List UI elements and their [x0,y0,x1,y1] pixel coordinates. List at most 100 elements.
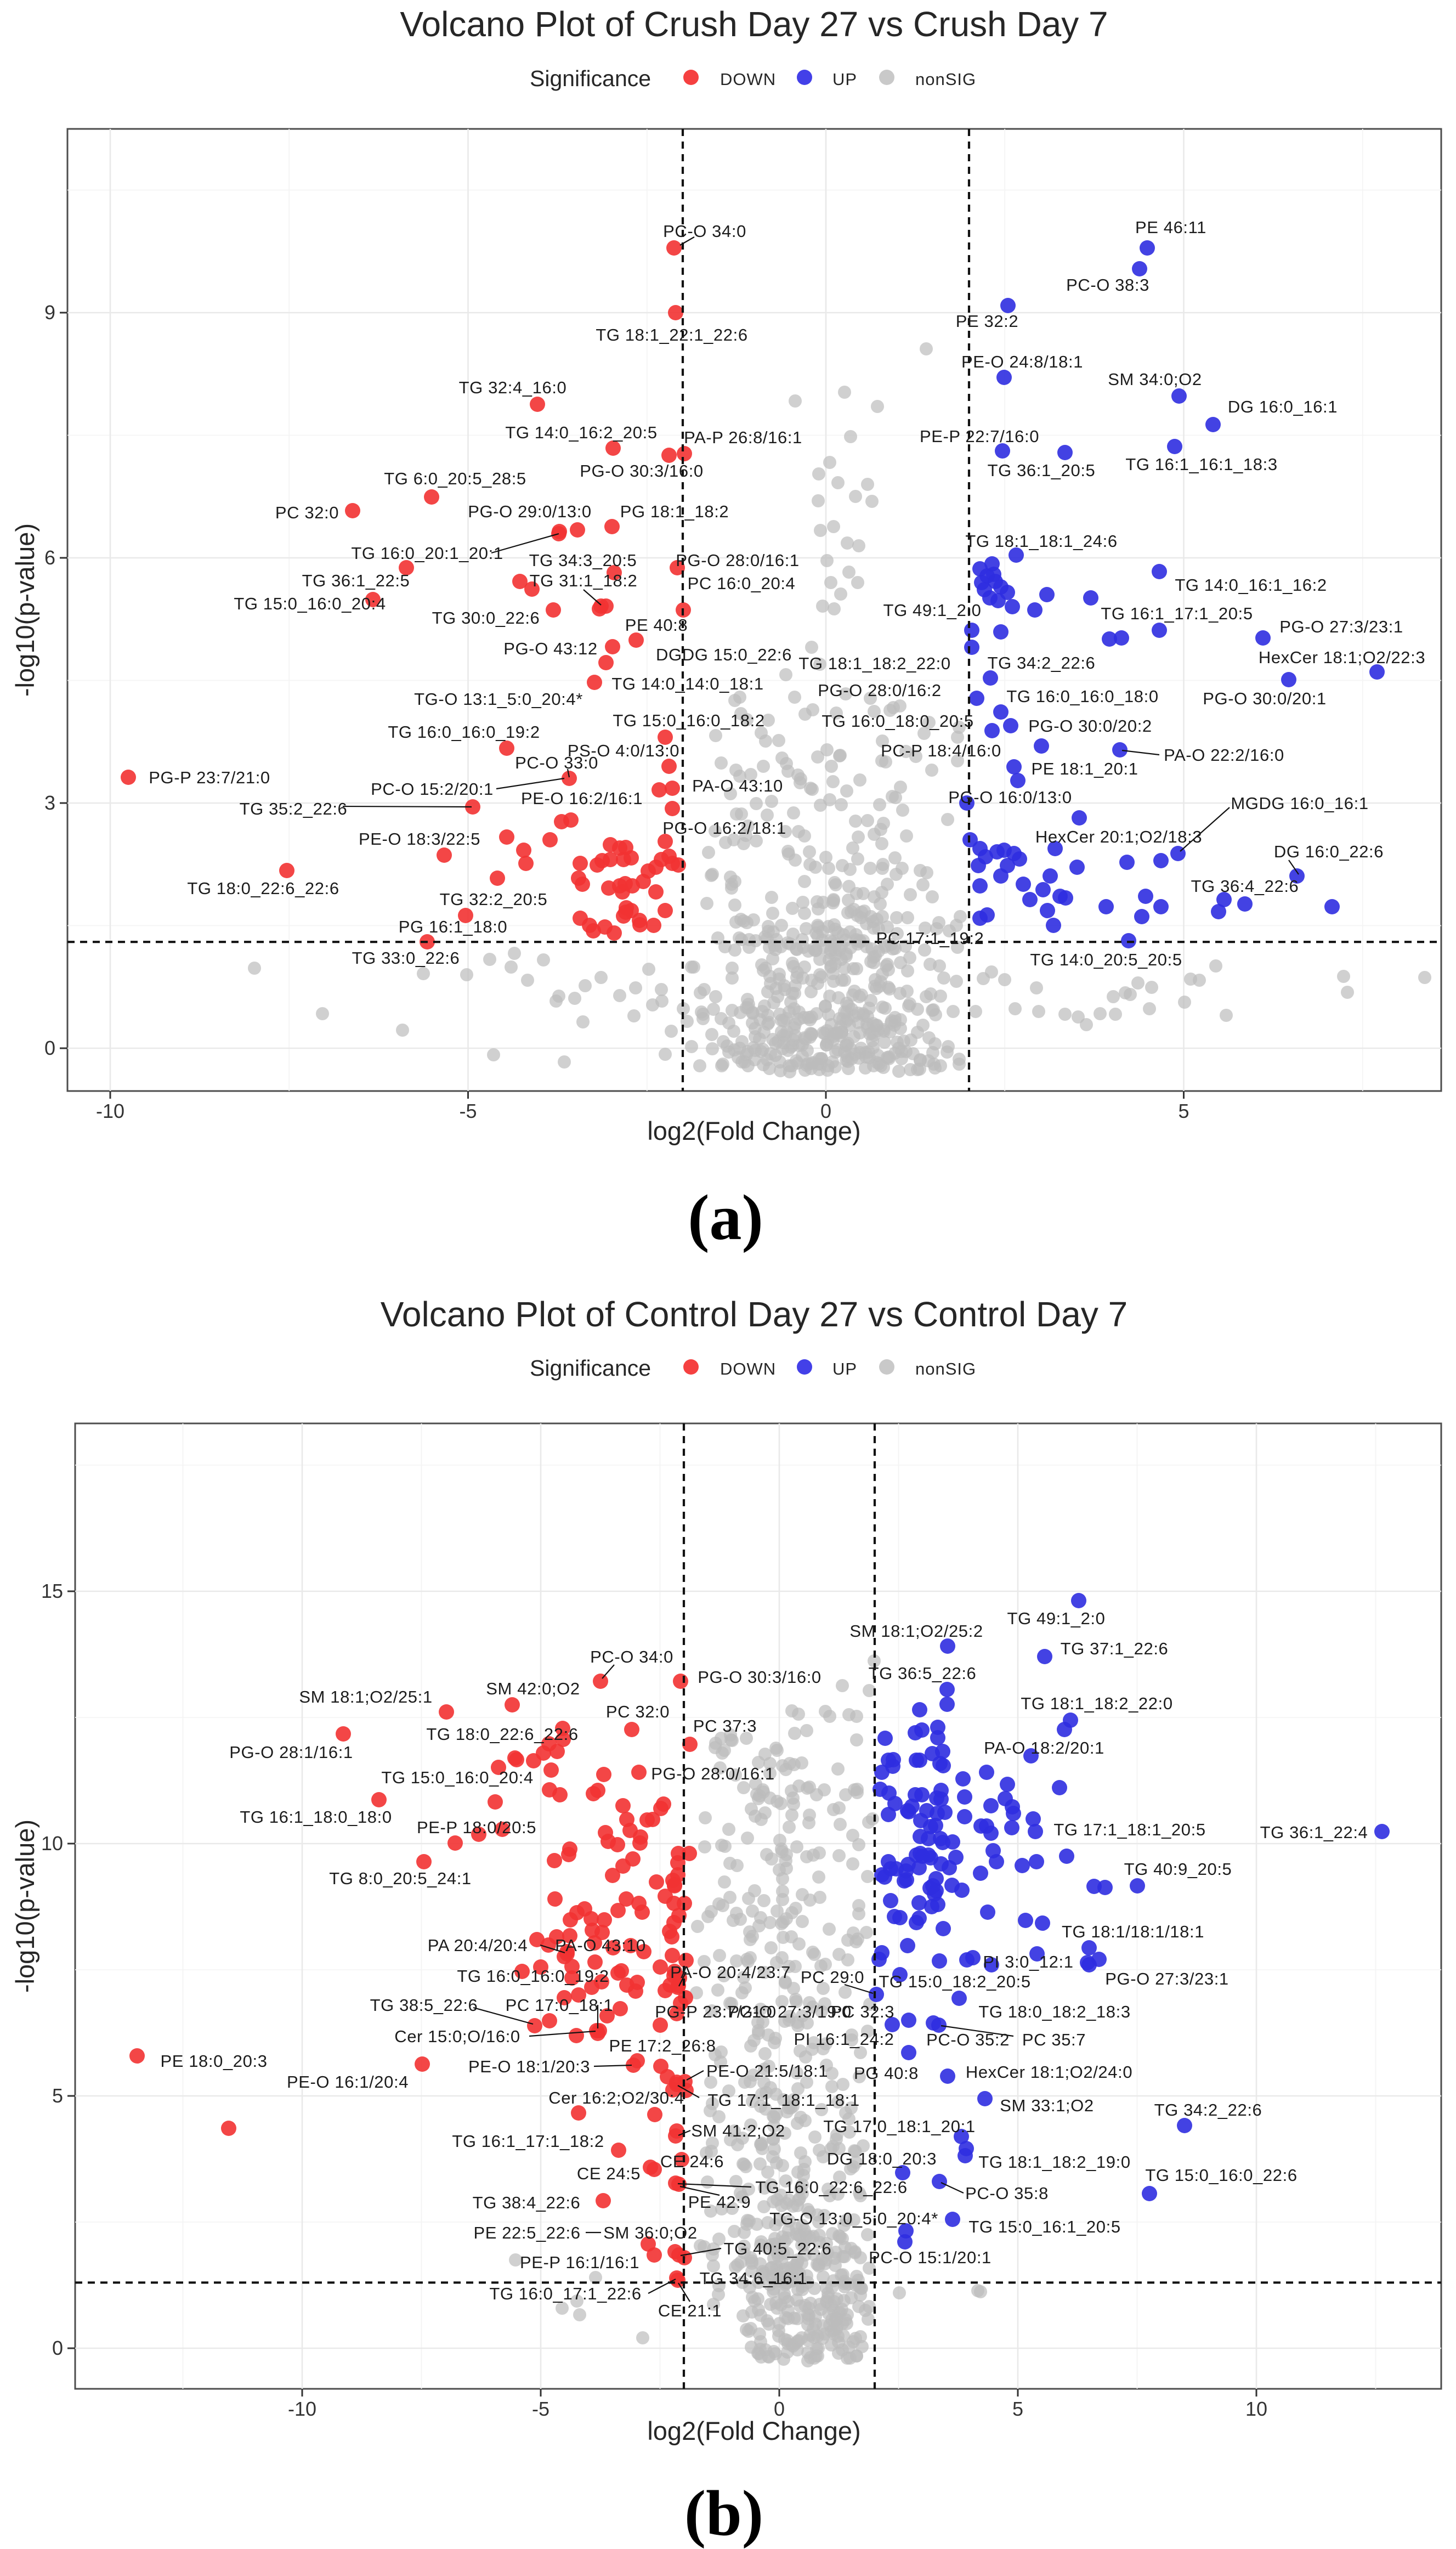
svg-text:PE 40:8: PE 40:8 [625,615,688,635]
svg-text:PC 29:0: PC 29:0 [801,1968,864,1987]
svg-text:PE 18:1_20:1: PE 18:1_20:1 [1031,759,1138,778]
svg-text:PG-P 23:7/21:0: PG-P 23:7/21:0 [655,2002,777,2021]
svg-text:PG-O 30:3/16:0: PG-O 30:3/16:0 [698,1668,822,1687]
svg-text:0: 0 [820,1100,831,1122]
svg-text:PA-O 43:10: PA-O 43:10 [555,1936,646,1955]
svg-text:TG 36:1_22:4: TG 36:1_22:4 [1260,1823,1368,1842]
svg-text:DGDG 15:0_22:6: DGDG 15:0_22:6 [656,645,792,664]
svg-text:PE 22:5_22:6: PE 22:5_22:6 [473,2223,580,2242]
svg-text:PC 32:0: PC 32:0 [275,503,339,522]
svg-text:PG-O 28:0/16:1: PG-O 28:0/16:1 [676,551,800,570]
svg-text:5: 5 [52,2084,63,2107]
svg-text:TG 18:1_18:1_24:6: TG 18:1_18:1_24:6 [965,532,1117,551]
svg-text:10: 10 [1245,2398,1267,2420]
svg-text:SM 18:1;O2/25:2: SM 18:1;O2/25:2 [849,1621,983,1641]
svg-text:PG-P 23:7/21:0: PG-P 23:7/21:0 [149,768,270,787]
svg-text:TG-O 13:0_5:0_20:4*: TG-O 13:0_5:0_20:4* [769,2209,938,2228]
svg-text:PG-O 28:0/16:2: PG-O 28:0/16:2 [818,681,942,700]
svg-text:SM 41:2;O2: SM 41:2;O2 [691,2121,785,2140]
svg-text:TG 18:1_18:2_22:0: TG 18:1_18:2_22:0 [1021,1694,1172,1713]
svg-text:PC-O 34:0: PC-O 34:0 [663,222,746,241]
svg-text:TG 36:4_22:6: TG 36:4_22:6 [1191,877,1299,896]
svg-text:DG 18:0_20:3: DG 18:0_20:3 [827,2149,937,2168]
svg-text:PE-P 16:1/16:1: PE-P 16:1/16:1 [520,2253,639,2272]
svg-text:TG 16:1_18:0_18:0: TG 16:1_18:0_18:0 [240,1807,392,1827]
svg-text:DOWN: DOWN [720,1359,776,1378]
svg-text:PG-O 16:2/18:1: PG-O 16:2/18:1 [662,818,786,838]
svg-text:PI 3:0_12:1: PI 3:0_12:1 [983,1952,1073,1971]
svg-text:5: 5 [1012,2398,1023,2420]
svg-text:PA-O 18:2/20:1: PA-O 18:2/20:1 [984,1738,1104,1757]
svg-text:TG 16:1_16:1_18:3: TG 16:1_16:1_18:3 [1125,455,1277,474]
svg-text:-log10(p-value): -log10(p-value) [10,523,39,697]
svg-text:TG 15:0_16:0_18:2: TG 15:0_16:0_18:2 [613,711,764,730]
svg-text:-5: -5 [459,1100,477,1122]
svg-text:-10: -10 [288,2398,316,2420]
svg-text:TG 36:5_22:6: TG 36:5_22:6 [869,1664,977,1683]
svg-text:PG-O 28:1/16:1: PG-O 28:1/16:1 [229,1743,353,1762]
svg-text:TG 40:5_22:6: TG 40:5_22:6 [724,2239,832,2258]
svg-text:TG 18:1_22:1_22:6: TG 18:1_22:1_22:6 [596,325,747,344]
svg-text:PE-O 18:1/20:3: PE-O 18:1/20:3 [468,2057,590,2076]
svg-text:TG 17:1_18:1_18:1: TG 17:1_18:1_18:1 [707,2090,859,2110]
svg-text:0: 0 [52,2337,63,2359]
svg-text:PS-O 4:0/13:0: PS-O 4:0/13:0 [568,741,679,760]
svg-text:CE 21:1: CE 21:1 [658,2301,722,2320]
svg-text:HexCer 18:1;O2/24:0: HexCer 18:1;O2/24:0 [966,2062,1132,2082]
svg-text:TG 31:1_18:2: TG 31:1_18:2 [530,571,638,590]
svg-text:PG-O 30:3/16:0: PG-O 30:3/16:0 [580,461,704,481]
svg-text:PE-P 22:7/16:0: PE-P 22:7/16:0 [920,427,1039,446]
svg-text:PC 35:7: PC 35:7 [1022,2030,1086,2049]
svg-text:MGDG 16:0_16:1: MGDG 16:0_16:1 [1231,794,1368,813]
svg-text:PC-O 35:2: PC-O 35:2 [926,2030,1010,2049]
svg-text:TG 8:0_20:5_24:1: TG 8:0_20:5_24:1 [329,1869,472,1888]
svg-text:6: 6 [44,546,55,569]
svg-text:TG 16:0_22:6_22:6: TG 16:0_22:6_22:6 [755,2178,907,2197]
svg-text:DOWN: DOWN [720,70,776,89]
svg-text:UP: UP [832,70,857,89]
svg-text:Volcano Plot of Crush Day 27 v: Volcano Plot of Crush Day 27 vs Crush Da… [400,4,1108,44]
svg-text:TG 49:1_2:0: TG 49:1_2:0 [1007,1609,1106,1628]
svg-text:0: 0 [44,1037,55,1059]
svg-text:TG 14:0_16:2_20:5: TG 14:0_16:2_20:5 [505,423,657,442]
svg-text:TG 16:1_17:1_18:2: TG 16:1_17:1_18:2 [452,2132,604,2151]
svg-text:nonSIG: nonSIG [915,70,976,89]
svg-text:PG-O 29:0/13:0: PG-O 29:0/13:0 [468,502,592,521]
svg-text:TG 15:0_16:1_20:5: TG 15:0_16:1_20:5 [968,2217,1120,2236]
svg-text:TG 18:1_18:2_22:0: TG 18:1_18:2_22:0 [798,654,950,673]
svg-text:TG 16:0_16:0_19:2: TG 16:0_16:0_19:2 [457,1966,609,1986]
svg-text:TG 16:1_17:1_20:5: TG 16:1_17:1_20:5 [1101,604,1253,623]
svg-text:PE 42:9: PE 42:9 [688,2192,751,2212]
svg-text:10: 10 [41,1832,63,1855]
svg-text:TG 34:2_22:6: TG 34:2_22:6 [1154,2100,1262,2120]
svg-text:-10: -10 [96,1100,124,1122]
svg-text:PE-P 18:0/20:5: PE-P 18:0/20:5 [417,1818,536,1837]
svg-text:PC-P 18:4/16:0: PC-P 18:4/16:0 [881,741,1001,760]
svg-text:(a): (a) [688,1182,763,1253]
svg-text:PA-O 20:4/23:7: PA-O 20:4/23:7 [670,1963,791,1982]
svg-text:TG 38:5_22:6: TG 38:5_22:6 [370,1996,478,2015]
svg-text:PG 40:8: PG 40:8 [854,2064,919,2083]
svg-text:TG 36:1_20:5: TG 36:1_20:5 [988,461,1096,480]
svg-text:3: 3 [44,792,55,814]
svg-text:(b): (b) [684,2477,763,2549]
svg-text:TG 30:0_22:6: TG 30:0_22:6 [432,608,540,628]
svg-text:TG 36:1_22:5: TG 36:1_22:5 [302,571,410,590]
svg-text:DG 16:0_22:6: DG 16:0_22:6 [1274,842,1384,861]
svg-text:PG-O 27:3/23:1: PG-O 27:3/23:1 [1279,617,1403,636]
svg-text:Significance: Significance [530,66,651,91]
svg-text:TG 18:1_18:2_19:0: TG 18:1_18:2_19:0 [978,2152,1130,2172]
svg-text:TG 18:0_22:6_22:6: TG 18:0_22:6_22:6 [426,1725,578,1744]
svg-text:SM 33:1;O2: SM 33:1;O2 [1000,2096,1094,2115]
svg-text:PG-O 28:0/16:1: PG-O 28:0/16:1 [651,1764,775,1783]
svg-text:PC 37:3: PC 37:3 [693,1716,757,1736]
svg-text:PA-O 43:10: PA-O 43:10 [692,776,783,795]
svg-text:TG 15:0_16:0_22:6: TG 15:0_16:0_22:6 [1145,2166,1297,2185]
svg-text:5: 5 [1178,1100,1189,1122]
svg-text:UP: UP [832,1359,857,1378]
svg-text:TG 16:0_17:1_22:6: TG 16:0_17:1_22:6 [489,2284,641,2303]
svg-text:PG-O 27:3/23:1: PG-O 27:3/23:1 [1105,1969,1229,1988]
svg-text:TG 17:1_18:1_20:5: TG 17:1_18:1_20:5 [1053,1820,1205,1839]
svg-text:PA 20:4/20:4: PA 20:4/20:4 [428,1936,528,1955]
svg-text:PC 17:1_19:2: PC 17:1_19:2 [876,929,984,948]
